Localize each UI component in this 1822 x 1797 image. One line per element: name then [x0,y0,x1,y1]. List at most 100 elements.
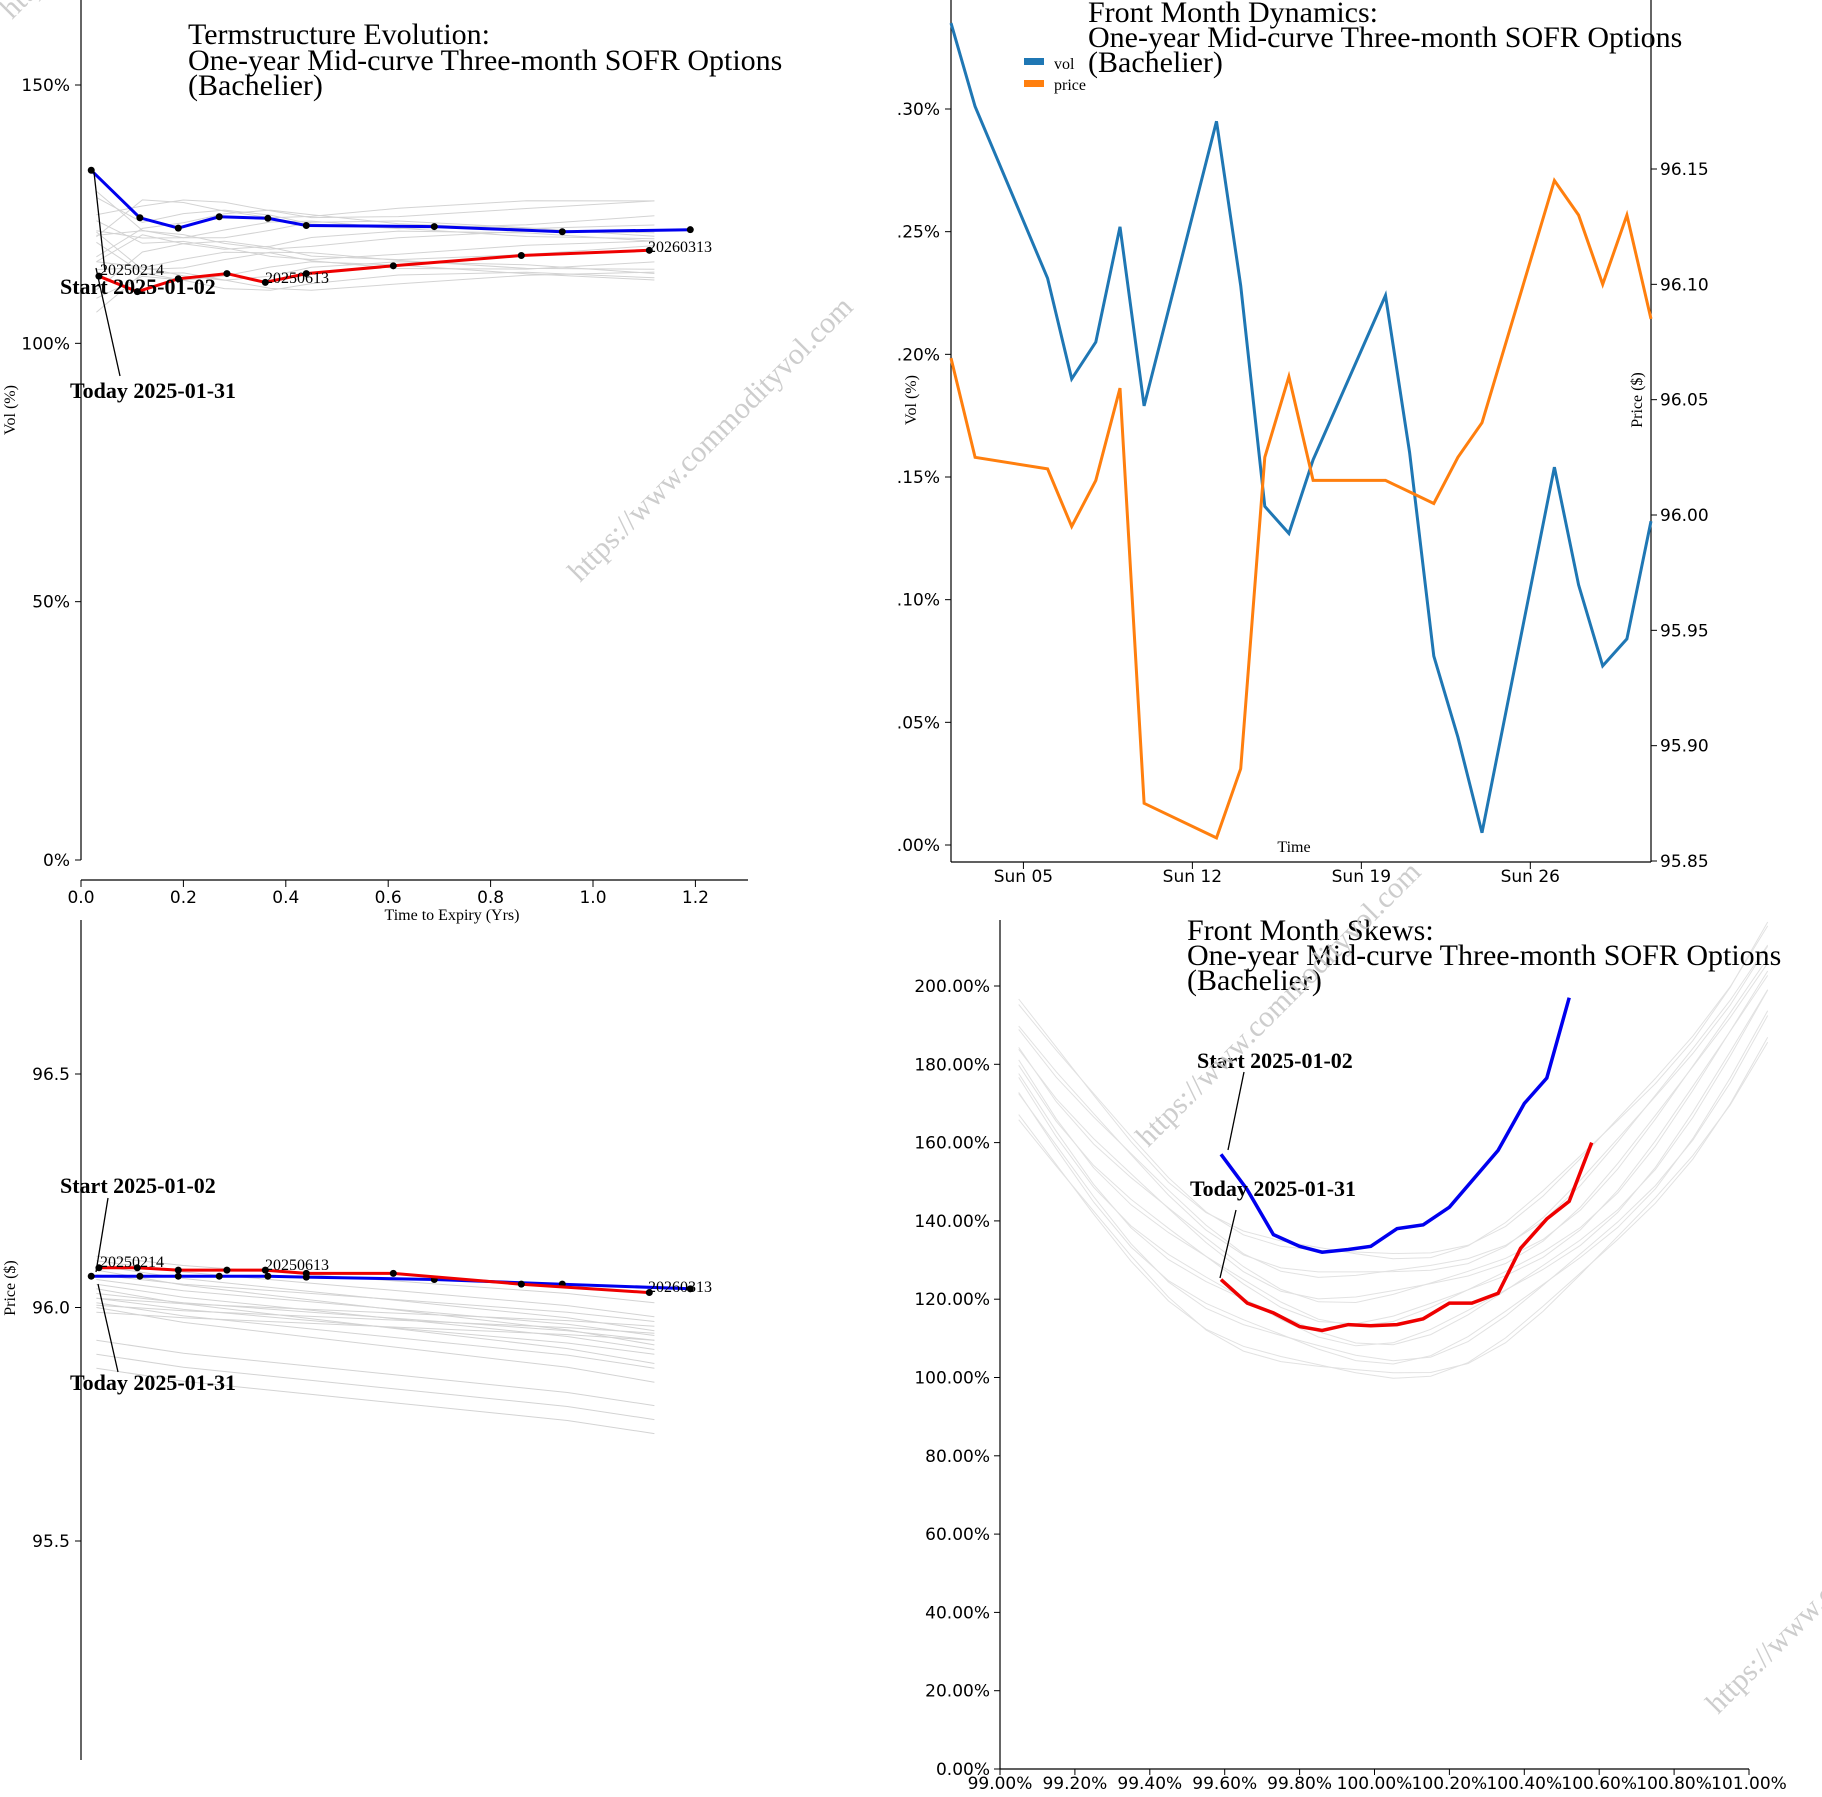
x-tick-label: 101.00% [1711,1774,1787,1792]
termstructure-y-ticks: 0% 50% 100% 150% [21,76,81,871]
price-today-point [517,1280,525,1288]
history-curve [96,1274,655,1322]
termstructure-panel: 0% 50% 100% 150% 0.0 0.2 0.4 0.6 0.8 1.0 1.2 2025… [2,0,782,924]
skews-title-line-1: Front Month Skews: [1187,914,1434,947]
contract-label: 20250613 [265,270,329,287]
right-tick-label: 96.00 [1660,506,1709,526]
termstructure-series [87,166,694,296]
y-tick-label: 80.00% [925,1447,990,1467]
watermarks: https://www.commodityvol.com https://www… [0,0,1822,1720]
legend-vol-swatch [1024,58,1044,65]
x-tick-label: Sun 05 [994,867,1053,887]
history-curve [96,1297,655,1327]
history-curve [1018,1041,1769,1374]
termstructure-start-point [686,226,694,234]
price-start-point [686,1285,694,1293]
right-tick-label: 95.85 [1660,852,1709,872]
dynamics-x-ticks: Sun 05 Sun 12 Sun 19 Sun 26 [994,862,1560,887]
x-tick-label: 99.00% [968,1774,1033,1792]
termstructure-contract-labels: 20250214 20250613 20260313 [100,239,712,287]
skews-panel: 0.00% 20.00% 40.00% 60.00% 80.00% 100.00% 120.… [914,914,1787,1794]
dynamics-title-line-1: Front Month Dynamics: [1088,0,1378,29]
history-curve [96,261,655,281]
termstructure-today-point [517,252,525,259]
y-tick-label: 0.00% [936,1760,990,1780]
right-tick-label: 96.10 [1660,275,1709,295]
termstructure-today-arrow [95,267,121,377]
dynamics-left-ticks: .00% .05% .10% .15% .20% .25% .30% [897,100,951,856]
termstructure-today-point [174,275,182,283]
price-history-curves [96,1255,655,1435]
x-tick-label: 1.0 [579,888,606,908]
price-start-arrow [95,1197,109,1273]
history-curve [96,196,655,230]
history-curve [96,231,655,271]
price-start-point [136,1272,144,1280]
price-today-arrow [97,1283,119,1373]
y-tick-label: 150% [21,76,70,96]
y-tick-label: 100% [21,334,70,354]
history-curve [1018,975,1769,1325]
left-tick-label: .25% [897,223,940,243]
history-curve [96,209,655,258]
dynamics-title-line-2: One-year Mid-curve Three-month SOFR Opti… [1088,21,1682,54]
termstructure-today-point [223,270,231,278]
dynamics-title-line-3: (Bachelier) [1088,46,1223,79]
price-today-annotation: Today 2025-01-31 [70,1370,236,1395]
x-tick-label: 100.80% [1636,1774,1712,1792]
termstructure-title-line-1: Termstructure Evolution: [188,18,490,51]
history-curve [96,190,655,239]
x-tick-label: 99.80% [1267,1774,1332,1792]
skews-history-curves [1018,921,1769,1379]
x-tick-label: 0.6 [375,888,402,908]
y-tick-label: 20.00% [925,1682,990,1702]
termstructure-start-point [558,228,566,236]
y-tick-label: 0% [43,851,70,871]
contract-label: 20260313 [648,1279,712,1296]
price-today-point [302,1269,310,1277]
termstructure-today-point [133,288,141,296]
price-start-point [264,1272,272,1280]
termstructure-x-ticks: 0.0 0.2 0.4 0.6 0.8 1.0 1.2 [67,880,709,908]
y-tick-label: 140.00% [914,1212,990,1232]
termstructure-x-label: Time to Expiry (Yrs) [385,907,520,924]
price-y-label: Price ($) [2,1260,19,1316]
x-tick-label: 0.0 [67,888,94,908]
history-curve [96,1311,655,1341]
termstructure-today-point [389,262,397,270]
x-tick-label: 0.8 [477,888,504,908]
termstructure-today-point [645,246,653,254]
x-tick-label: 99.40% [1117,1774,1182,1792]
y-tick-label: 95.5 [32,1532,70,1552]
skews-start-line [1219,997,1571,1254]
left-tick-label: .00% [897,836,940,856]
contract-label: 20250214 [100,1254,164,1271]
history-curve [96,220,655,261]
dynamics-left-label: Vol (%) [903,375,920,425]
right-tick-label: 96.15 [1660,160,1709,180]
termstructure-start-annotation: Start 2025-01-02 [60,274,216,299]
y-tick-label: 96.0 [32,1299,70,1319]
dynamics-vol-line [949,22,1653,834]
x-tick-label: 0.2 [170,888,197,908]
termstructure-title: Termstructure Evolution: One-year Mid-cu… [188,18,782,102]
termstructure-today-annotation: Today 2025-01-31 [70,378,236,403]
dynamics-right-label: Price ($) [1629,372,1646,428]
skews-y-ticks: 0.00% 20.00% 40.00% 60.00% 80.00% 100.00% 120.… [914,977,1000,1780]
skews-start-arrow [1227,1071,1245,1151]
y-tick-label: 50% [32,593,70,613]
history-curve [96,1339,655,1407]
history-curve [1018,925,1769,1255]
dynamics-right-ticks: 95.85 95.90 95.95 96.00 96.05 96.10 96.15 [1651,160,1709,872]
x-tick-label: Sun 19 [1332,867,1391,887]
left-tick-label: .10% [897,591,940,611]
price-today-point [223,1266,231,1274]
dynamics-panel: .00%.05%.10%.15%.20%.25%.30% 95.8595.909… [897,0,1709,887]
contract-label: 20260313 [648,239,712,256]
history-curve [96,1304,655,1334]
price-today-point [389,1269,397,1277]
termstructure-today-point [302,270,310,278]
price-today-point [261,1266,269,1274]
skews-today-annotation: Today 2025-01-31 [1190,1176,1356,1201]
price-panel: 95.5 96.0 96.5 20250214 20250613 20260313 Pr… [2,920,712,1760]
